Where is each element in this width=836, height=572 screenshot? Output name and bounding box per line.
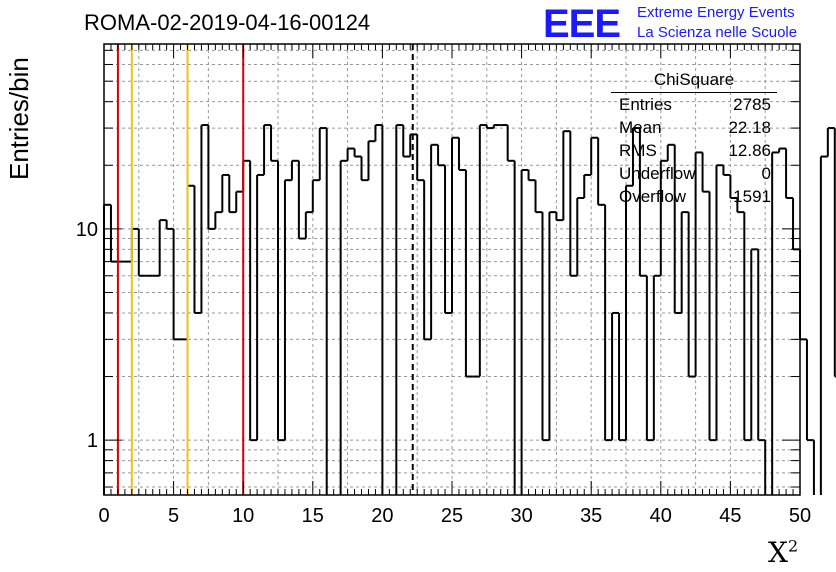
stats-row-entries: Entries 2785 — [611, 93, 777, 116]
x-tick-label: 45 — [719, 505, 741, 527]
eee-logo: EEE — [543, 2, 621, 46]
x-tick-label: 25 — [441, 505, 463, 527]
x-axis-exponent: 2 — [787, 536, 799, 556]
logo-line-1: Extreme Energy Events — [637, 4, 795, 21]
x-tick-label: 0 — [98, 505, 109, 527]
stats-label: RMS — [619, 141, 657, 160]
stats-box: ChiSquare Entries 2785 Mean 22.18 RMS 12.86… — [611, 70, 777, 208]
stats-value: 22.18 — [728, 118, 771, 137]
stats-label: Overflow — [619, 187, 687, 206]
stats-row-rms: RMS 12.86 — [611, 139, 777, 162]
chart-title: ROMA-02-2019-04-16-00124 — [84, 10, 371, 35]
x-tick-label: 35 — [580, 505, 602, 527]
x-axis-label: X2 — [768, 536, 798, 569]
y-axis-label: Entries/bin — [4, 57, 34, 180]
y-tick-label: 1 — [87, 430, 98, 452]
reference-lines — [116, 44, 414, 495]
y-tick-label: 10 — [76, 219, 98, 241]
stats-value: 12.86 — [728, 141, 771, 160]
stats-label: Mean — [619, 118, 662, 137]
stats-value: 1591 — [733, 187, 771, 206]
x-tick-label: 10 — [232, 505, 254, 527]
stats-label: Underflow — [619, 164, 696, 183]
x-tick-label: 20 — [371, 505, 393, 527]
stats-row-mean: Mean 22.18 — [611, 116, 777, 139]
x-tick-label: 15 — [302, 505, 324, 527]
x-axis-symbol: X — [768, 536, 788, 569]
stats-row-underflow: Underflow 0 — [611, 162, 777, 185]
axes: 0 5 10 15 20 25 30 35 40 45 50 1 10 — [76, 43, 811, 527]
stats-row-overflow: Overflow 1591 — [611, 185, 777, 208]
stats-title: ChiSquare — [611, 70, 777, 93]
x-tick-label: 40 — [650, 505, 672, 527]
stats-label: Entries — [619, 95, 672, 114]
x-tick-label: 50 — [789, 505, 811, 527]
stats-value: 2785 — [733, 95, 771, 114]
logo-line-2: La Scienza nelle Scuole — [637, 24, 798, 41]
x-tick-label: 5 — [168, 505, 179, 527]
stats-value: 0 — [761, 164, 771, 183]
x-tick-label: 30 — [510, 505, 532, 527]
